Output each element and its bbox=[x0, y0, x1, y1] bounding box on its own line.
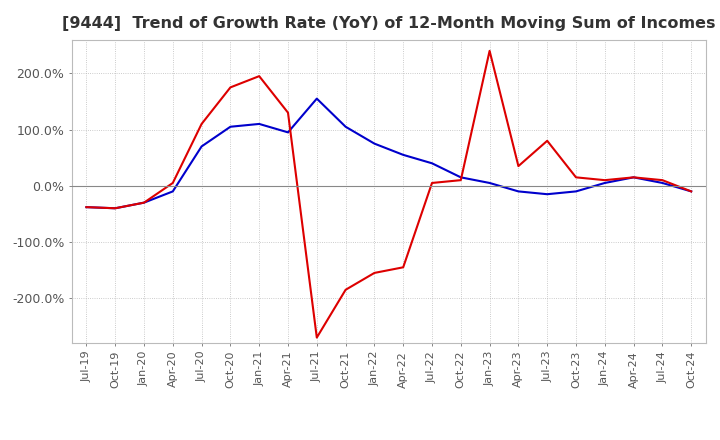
Net Income Growth Rate bbox=[255, 73, 264, 79]
Ordinary Income Growth Rate bbox=[197, 144, 206, 149]
Line: Net Income Growth Rate: Net Income Growth Rate bbox=[86, 51, 691, 337]
Net Income Growth Rate bbox=[370, 270, 379, 275]
Net Income Growth Rate bbox=[111, 205, 120, 211]
Net Income Growth Rate bbox=[629, 175, 638, 180]
Ordinary Income Growth Rate bbox=[514, 189, 523, 194]
Ordinary Income Growth Rate bbox=[600, 180, 609, 186]
Net Income Growth Rate bbox=[485, 48, 494, 54]
Ordinary Income Growth Rate bbox=[485, 180, 494, 186]
Net Income Growth Rate bbox=[514, 163, 523, 169]
Ordinary Income Growth Rate bbox=[312, 96, 321, 101]
Net Income Growth Rate bbox=[428, 180, 436, 186]
Ordinary Income Growth Rate bbox=[687, 189, 696, 194]
Line: Ordinary Income Growth Rate: Ordinary Income Growth Rate bbox=[86, 99, 691, 208]
Ordinary Income Growth Rate bbox=[226, 124, 235, 129]
Ordinary Income Growth Rate bbox=[82, 205, 91, 210]
Ordinary Income Growth Rate bbox=[543, 191, 552, 197]
Ordinary Income Growth Rate bbox=[255, 121, 264, 127]
Ordinary Income Growth Rate bbox=[140, 200, 148, 205]
Net Income Growth Rate bbox=[543, 138, 552, 143]
Ordinary Income Growth Rate bbox=[284, 130, 292, 135]
Net Income Growth Rate bbox=[168, 180, 177, 186]
Ordinary Income Growth Rate bbox=[341, 124, 350, 129]
Net Income Growth Rate bbox=[284, 110, 292, 115]
Ordinary Income Growth Rate bbox=[428, 161, 436, 166]
Net Income Growth Rate bbox=[226, 85, 235, 90]
Net Income Growth Rate bbox=[140, 200, 148, 205]
Ordinary Income Growth Rate bbox=[111, 205, 120, 211]
Net Income Growth Rate bbox=[687, 189, 696, 194]
Ordinary Income Growth Rate bbox=[456, 175, 465, 180]
Ordinary Income Growth Rate bbox=[629, 175, 638, 180]
Ordinary Income Growth Rate bbox=[370, 141, 379, 146]
Title: [9444]  Trend of Growth Rate (YoY) of 12-Month Moving Sum of Incomes: [9444] Trend of Growth Rate (YoY) of 12-… bbox=[62, 16, 716, 32]
Net Income Growth Rate bbox=[82, 205, 91, 210]
Ordinary Income Growth Rate bbox=[572, 189, 580, 194]
Net Income Growth Rate bbox=[572, 175, 580, 180]
Ordinary Income Growth Rate bbox=[658, 180, 667, 186]
Net Income Growth Rate bbox=[399, 265, 408, 270]
Net Income Growth Rate bbox=[197, 121, 206, 127]
Net Income Growth Rate bbox=[341, 287, 350, 293]
Ordinary Income Growth Rate bbox=[168, 189, 177, 194]
Net Income Growth Rate bbox=[312, 335, 321, 340]
Net Income Growth Rate bbox=[456, 177, 465, 183]
Net Income Growth Rate bbox=[600, 177, 609, 183]
Net Income Growth Rate bbox=[658, 177, 667, 183]
Ordinary Income Growth Rate bbox=[399, 152, 408, 158]
